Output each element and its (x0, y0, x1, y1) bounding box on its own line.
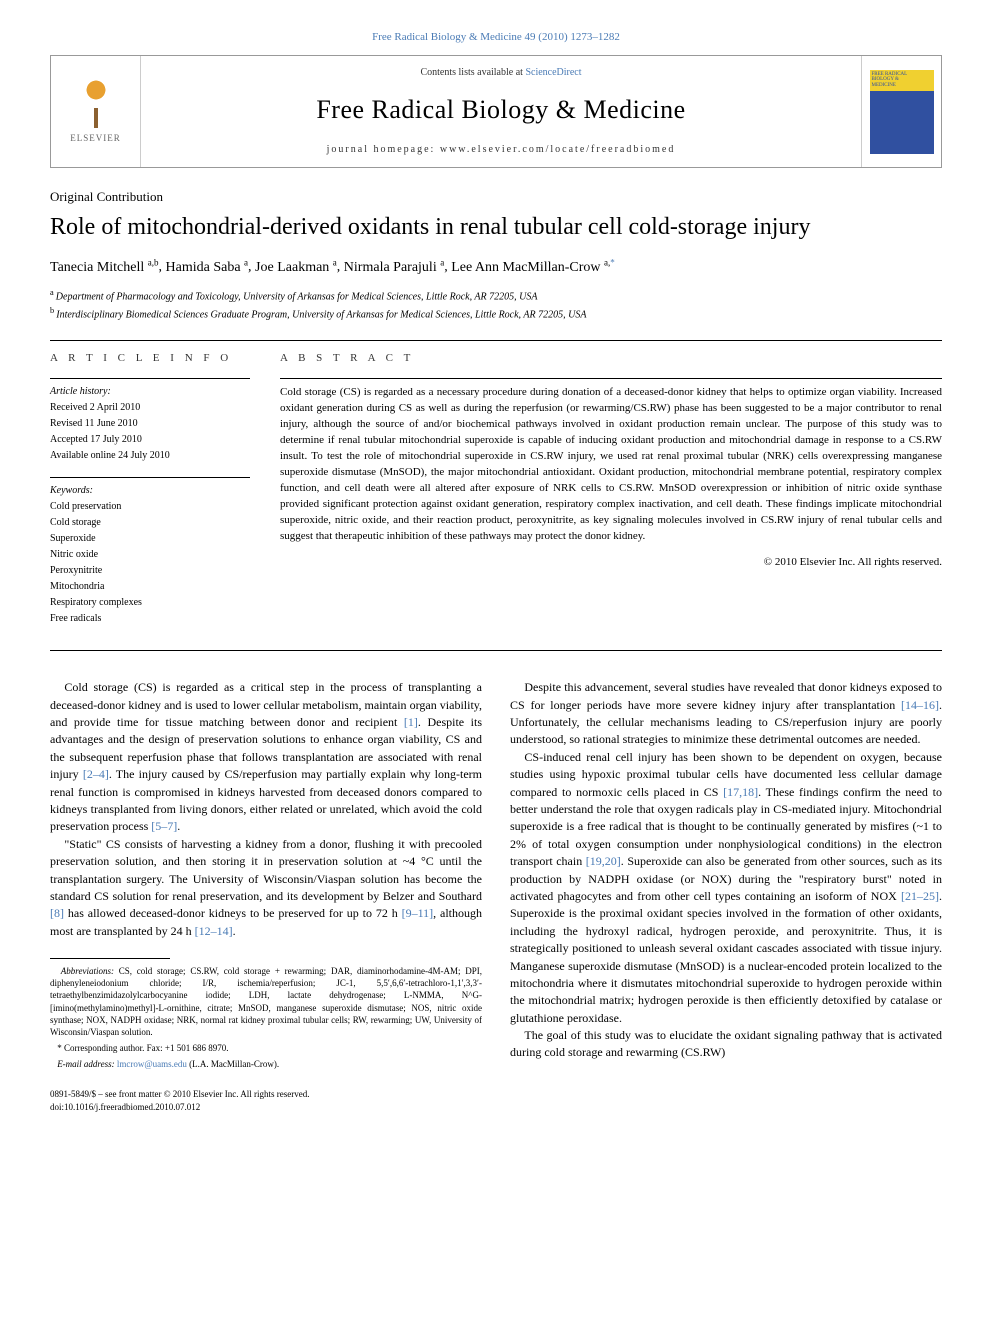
article-info-heading: A R T I C L E I N F O (50, 351, 250, 366)
history-item: Available online 24 July 2010 (50, 449, 250, 463)
keyword-item: Peroxynitrite (50, 564, 250, 578)
body-columns: Cold storage (CS) is regarded as a criti… (50, 679, 942, 1074)
journal-cover-thumbnail[interactable] (861, 56, 941, 166)
author: Tanecia Mitchell a,b (50, 260, 159, 275)
author-list: Tanecia Mitchell a,b, Hamida Saba a, Joe… (50, 256, 942, 277)
history-item: Accepted 17 July 2010 (50, 433, 250, 447)
affiliation-line: b Interdisciplinary Biomedical Sciences … (50, 305, 942, 322)
author: Nirmala Parajuli a (344, 260, 444, 275)
corresponding-star-icon: * (610, 257, 615, 267)
body-right-column: Despite this advancement, several studie… (510, 679, 942, 1074)
keyword-item: Superoxide (50, 532, 250, 546)
abstract-column: A B S T R A C T Cold storage (CS) is reg… (280, 351, 942, 640)
keyword-item: Cold storage (50, 516, 250, 530)
cover-image-icon (870, 70, 934, 154)
reference-link[interactable]: [1] (404, 715, 418, 729)
sciencedirect-link[interactable]: ScienceDirect (525, 67, 581, 78)
abbreviations-footnote: Abbreviations: CS, cold storage; CS.RW, … (50, 965, 482, 1038)
issn-line: 0891-5849/$ – see front matter © 2010 El… (50, 1088, 942, 1101)
affiliation-key: a (50, 288, 56, 297)
keyword-item: Free radicals (50, 612, 250, 626)
body-paragraph: CS-induced renal cell injury has been sh… (510, 749, 942, 1027)
abstract-rule (280, 378, 942, 379)
article-title: Role of mitochondrial-derived oxidants i… (50, 212, 942, 242)
reference-link[interactable]: [12–14] (195, 924, 233, 938)
footnotes-block: Abbreviations: CS, cold storage; CS.RW, … (50, 965, 482, 1070)
email-footnote: E-mail address: lmcrow@uams.edu (L.A. Ma… (50, 1058, 482, 1070)
reference-link[interactable]: [2–4] (83, 767, 109, 781)
reference-link[interactable]: [21–25] (901, 889, 939, 903)
info-rule (50, 378, 250, 379)
author-affiliation-marker: a,b (148, 257, 159, 267)
keyword-item: Respiratory complexes (50, 596, 250, 610)
divider-rule (50, 340, 942, 341)
elsevier-label: ELSEVIER (70, 132, 121, 145)
keywords-label: Keywords: (50, 484, 250, 498)
history-label: Article history: (50, 385, 250, 399)
affiliations: a Department of Pharmacology and Toxicol… (50, 287, 942, 322)
author-affiliation-marker: a (440, 257, 444, 267)
body-left-column: Cold storage (CS) is regarded as a criti… (50, 679, 482, 1074)
body-paragraph: Cold storage (CS) is regarded as a criti… (50, 679, 482, 836)
footnote-rule (50, 958, 170, 959)
email-link[interactable]: lmcrow@uams.edu (117, 1059, 187, 1069)
elsevier-logo[interactable]: ELSEVIER (51, 56, 141, 166)
author: Lee Ann MacMillan-Crow a,* (451, 260, 615, 275)
reference-link[interactable]: [19,20] (586, 854, 621, 868)
history-item: Received 2 April 2010 (50, 401, 250, 415)
affiliation-line: a Department of Pharmacology and Toxicol… (50, 287, 942, 304)
info-rule-2 (50, 477, 250, 478)
homepage-url[interactable]: www.elsevier.com/locate/freeradbiomed (440, 144, 676, 155)
contents-available-line: Contents lists available at ScienceDirec… (151, 66, 851, 80)
keyword-item: Cold preservation (50, 500, 250, 514)
reference-link[interactable]: [5–7] (151, 819, 177, 833)
reference-link[interactable]: [14–16] (901, 698, 939, 712)
journal-citation-header[interactable]: Free Radical Biology & Medicine 49 (2010… (50, 30, 942, 45)
elsevier-tree-icon (71, 78, 121, 128)
contents-prefix: Contents lists available at (420, 67, 525, 78)
header-center: Contents lists available at ScienceDirec… (141, 56, 861, 166)
journal-header-box: ELSEVIER Contents lists available at Sci… (50, 55, 942, 167)
affiliation-key: b (50, 306, 56, 315)
author-affiliation-marker: a (333, 257, 337, 267)
copyright-line: © 2010 Elsevier Inc. All rights reserved… (280, 555, 942, 570)
author: Joe Laakman a (255, 260, 337, 275)
author-affiliation-marker: a (244, 257, 248, 267)
reference-link[interactable]: [9–11] (402, 906, 434, 920)
author-affiliation-marker: a,* (604, 257, 615, 267)
journal-homepage-line: journal homepage: www.elsevier.com/locat… (151, 143, 851, 157)
author: Hamida Saba a (166, 260, 249, 275)
homepage-prefix: journal homepage: (327, 144, 440, 155)
doi-line: doi:10.1016/j.freeradbiomed.2010.07.012 (50, 1101, 942, 1114)
reference-link[interactable]: [17,18] (723, 785, 758, 799)
reference-link[interactable]: [8] (50, 906, 64, 920)
article-type: Original Contribution (50, 188, 942, 206)
keyword-item: Nitric oxide (50, 548, 250, 562)
history-item: Revised 11 June 2010 (50, 417, 250, 431)
bottom-metadata: 0891-5849/$ – see front matter © 2010 El… (50, 1088, 942, 1113)
journal-name: Free Radical Biology & Medicine (151, 92, 851, 128)
abstract-text: Cold storage (CS) is regarded as a neces… (280, 385, 942, 544)
body-paragraph: The goal of this study was to elucidate … (510, 1027, 942, 1062)
body-paragraph: "Static" CS consists of harvesting a kid… (50, 836, 482, 940)
body-paragraph: Despite this advancement, several studie… (510, 679, 942, 749)
article-info-column: A R T I C L E I N F O Article history: R… (50, 351, 250, 640)
keyword-item: Mitochondria (50, 580, 250, 594)
corresponding-author-footnote: * Corresponding author. Fax: +1 501 686 … (50, 1042, 482, 1054)
abstract-heading: A B S T R A C T (280, 351, 942, 366)
divider-rule-2 (50, 650, 942, 651)
